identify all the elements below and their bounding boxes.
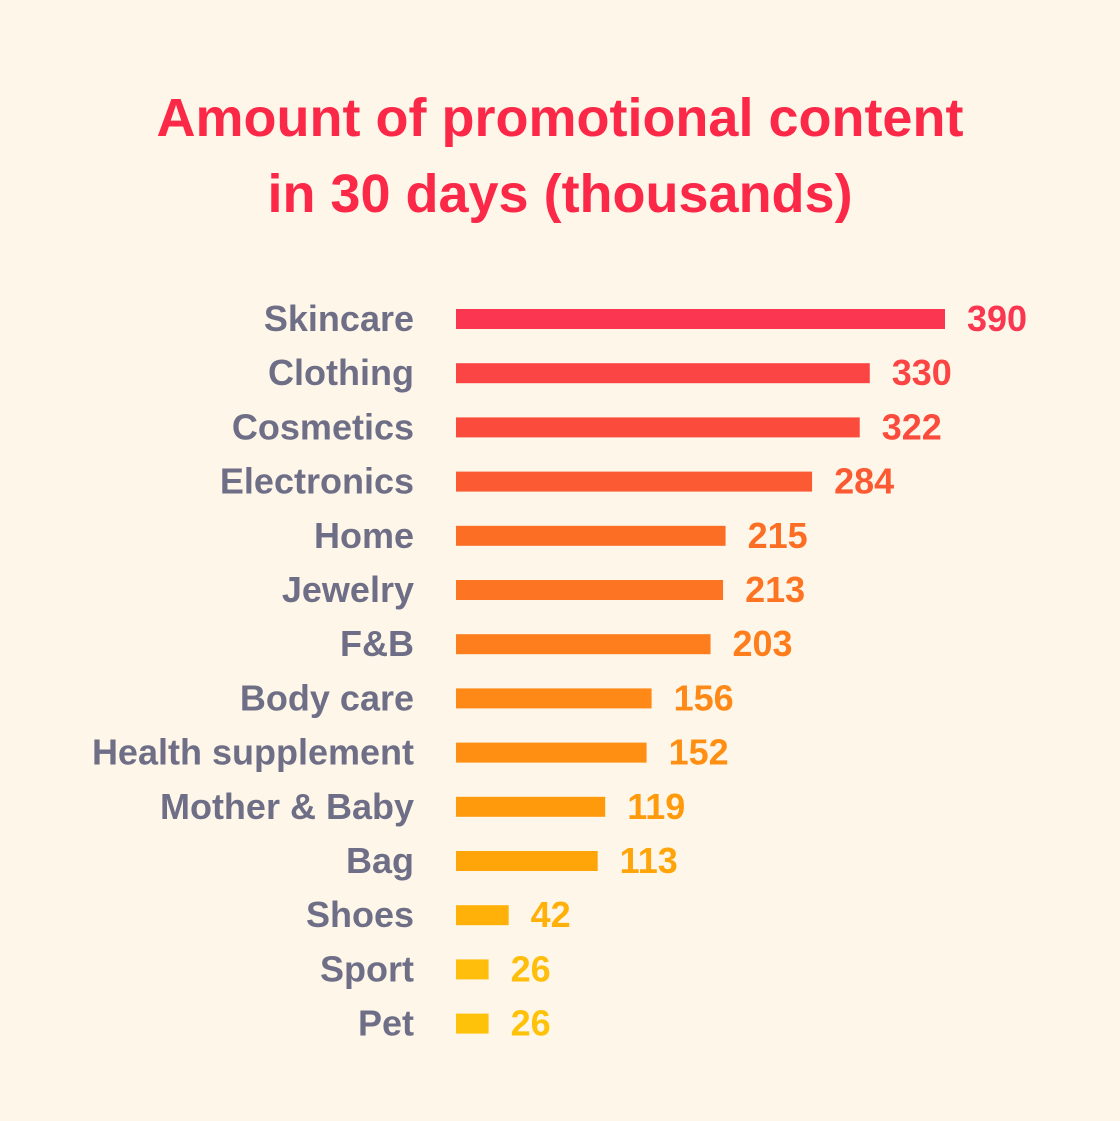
category-label: Body care [240,677,414,718]
bar [456,471,813,492]
bar [456,525,726,546]
value-label: 26 [511,948,551,989]
category-label: Electronics [220,461,414,502]
category-label: Skincare [264,298,414,339]
bar [456,1013,489,1034]
category-label: Bag [346,840,414,881]
category-label: Home [314,515,414,556]
bar [456,688,652,709]
value-label: 156 [674,677,734,718]
category-label: Jewelry [282,569,414,610]
value-label: 390 [967,298,1027,339]
value-label: 284 [834,461,894,502]
value-label: 42 [531,894,571,935]
value-label: 203 [733,623,793,664]
bar [456,634,711,655]
chart-title-line-2: in 30 days (thousands) [267,164,853,224]
value-label: 119 [627,786,685,827]
value-label: 152 [669,732,729,773]
category-label: Cosmetics [232,406,414,447]
bar [456,309,945,329]
category-label: F&B [340,623,414,664]
chart-title: Amount of promotional content in 30 days… [0,80,1120,232]
category-label: Shoes [306,894,414,935]
value-label: 330 [892,352,952,393]
value-label: 213 [745,569,805,610]
bar [456,905,509,926]
bar [456,363,870,384]
bar [456,742,647,763]
chart-title-line-1: Amount of promotional content [156,88,964,148]
bar [456,959,489,980]
bars-group: Skincare 390 Clothing 330 Cosmetics 322 Electr… [92,298,1027,1044]
category-label: Sport [320,948,414,989]
value-label: 322 [882,406,942,447]
bar [456,580,724,600]
bar [456,417,860,438]
category-label: Clothing [268,352,414,393]
category-label: Health supplement [92,732,414,773]
bar [456,796,606,817]
value-label: 26 [511,1003,551,1044]
value-label: 113 [620,840,678,881]
bar [456,851,598,871]
value-label: 215 [748,515,808,556]
category-label: Pet [358,1003,414,1044]
category-label: Mother & Baby [160,786,414,827]
